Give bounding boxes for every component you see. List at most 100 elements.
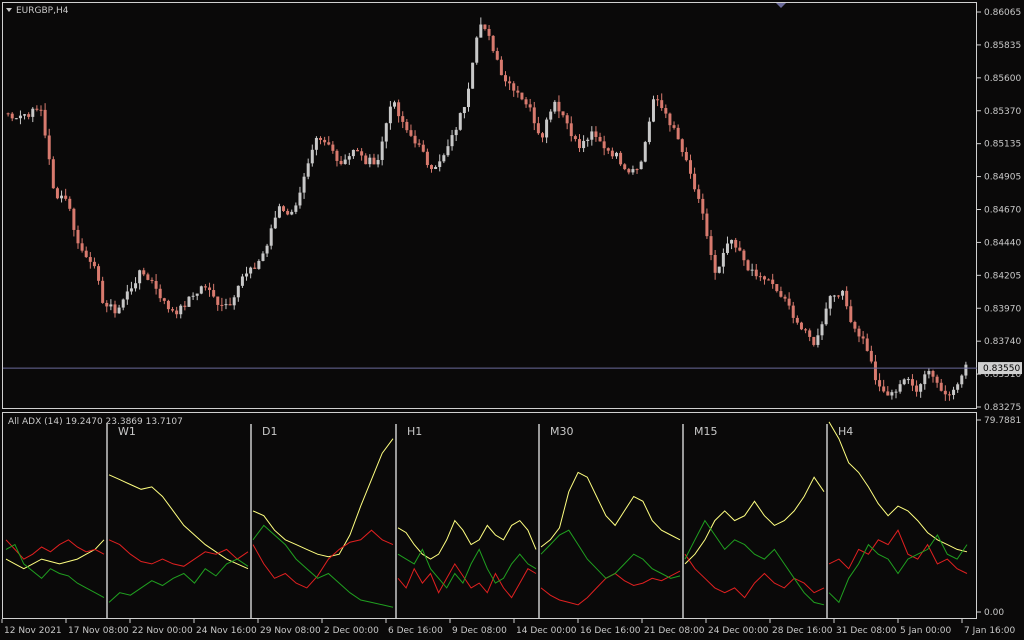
adx-series-line	[684, 553, 825, 599]
candle-body	[117, 307, 121, 314]
panel-label: D1	[262, 425, 277, 438]
candle-body	[680, 139, 684, 152]
candle-body	[27, 114, 31, 117]
price-tick-label: 0.85835	[984, 41, 1021, 51]
candle-body	[705, 213, 709, 237]
price-axis: 0.86065 0.85835 0.85600 0.85370 0.85135 0.849…	[977, 8, 1021, 413]
shift-marker-icon[interactable]	[776, 3, 786, 8]
candle-body	[64, 195, 68, 199]
candle-body	[290, 211, 294, 215]
candle-body	[762, 276, 766, 280]
candle-body	[816, 335, 820, 345]
adx-series-line	[5, 543, 105, 599]
candle-body	[606, 148, 610, 151]
candle-body	[779, 291, 783, 297]
current-price-box	[978, 362, 1022, 375]
triangle-down-icon[interactable]	[6, 8, 12, 12]
time-tick-label: 6 Dec 16:00	[388, 626, 443, 636]
candle-body	[812, 336, 816, 345]
candle-body	[528, 104, 532, 108]
candle-body	[898, 384, 902, 392]
time-tick-label: 29 Nov 08:00	[260, 626, 321, 636]
price-tick-label: 0.83740	[984, 337, 1021, 347]
candle-body	[910, 379, 914, 386]
candle-body	[520, 92, 524, 100]
adx-tick-label: 79.7881	[984, 416, 1021, 426]
panel-label: M30	[550, 425, 574, 438]
time-tick-label: 5 Jan 00:00	[900, 626, 952, 636]
adx-tick-label: 0.00	[984, 608, 1004, 618]
candle-body	[6, 113, 10, 115]
candle-body	[162, 298, 166, 301]
panel-label: W1	[118, 425, 136, 438]
candle-body	[845, 290, 849, 307]
candle-body	[376, 159, 380, 165]
candle-body	[125, 291, 129, 300]
candle-body	[430, 165, 434, 170]
time-tick-label: 9 Dec 08:00	[452, 626, 507, 636]
adx-series-line	[5, 539, 105, 560]
candle-body	[771, 279, 775, 285]
candle-body	[754, 269, 758, 277]
candle-body	[417, 143, 421, 145]
candle-body	[232, 297, 236, 306]
candle-body	[397, 102, 401, 117]
candle-body	[734, 239, 738, 248]
candle-body	[623, 164, 627, 170]
candle-body	[783, 296, 787, 299]
candle-body	[55, 188, 59, 199]
candle-body	[713, 255, 717, 273]
indicator-frame	[2, 412, 977, 619]
candle-body	[405, 121, 409, 131]
candle-body	[195, 293, 199, 296]
candle-body	[442, 155, 446, 162]
candle-body	[269, 228, 273, 246]
candle-body	[635, 169, 639, 171]
panel-label: H1	[407, 425, 422, 438]
price-tick-label: 0.85135	[984, 140, 1021, 150]
price-tick-label: 0.84905	[984, 173, 1021, 183]
time-tick-label: 24 Nov 16:00	[196, 626, 257, 636]
time-tick-label: 21 Dec 08:00	[644, 626, 705, 636]
candle-body	[343, 159, 347, 164]
candle-body	[676, 127, 680, 140]
candle-body	[384, 123, 388, 142]
candle-body	[553, 101, 557, 112]
adx-series-line	[397, 562, 537, 599]
candle-body	[450, 135, 454, 147]
candle-body	[187, 296, 191, 307]
candle-body	[656, 99, 660, 101]
price-tick-label: 0.84205	[984, 271, 1021, 281]
candle-body	[347, 156, 351, 160]
candle-body	[458, 113, 462, 130]
candle-body	[360, 151, 364, 156]
candle-body	[298, 192, 302, 206]
candle-body	[183, 305, 187, 307]
price-tick-label: 0.85600	[984, 74, 1021, 84]
candle-body	[84, 250, 88, 258]
candle-body	[952, 389, 956, 395]
candle-body	[356, 149, 360, 152]
candle-body	[10, 113, 14, 119]
candle-body	[224, 304, 228, 306]
candle-body	[121, 299, 125, 308]
candle-body	[339, 160, 343, 164]
time-tick-label: 24 Dec 00:00	[708, 626, 769, 636]
candle-body	[261, 253, 265, 261]
candle-body	[886, 391, 890, 396]
panel-label: M15	[694, 425, 718, 438]
candle-body	[18, 115, 22, 119]
candle-body	[142, 270, 146, 275]
candle-body	[220, 304, 224, 306]
current-price-line: 0.83550	[3, 362, 1022, 375]
adx-series-line	[108, 539, 249, 567]
candle-body	[878, 380, 882, 387]
candle-body	[939, 382, 943, 391]
candle-body	[647, 121, 651, 143]
candle-body	[540, 133, 544, 138]
candle-body	[894, 391, 898, 393]
candle-body	[88, 257, 92, 262]
candle-body	[919, 384, 923, 392]
candle-body	[857, 328, 861, 337]
candle-body	[462, 107, 466, 114]
